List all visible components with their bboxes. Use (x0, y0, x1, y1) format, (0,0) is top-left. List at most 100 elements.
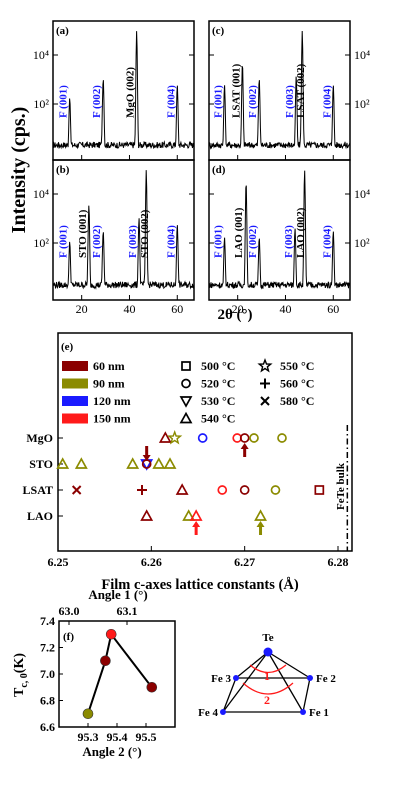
xrd-x-tick-label: 20 (76, 302, 88, 316)
lattice-data-point (197, 433, 208, 443)
lattice-x-tick-label: 6.28 (328, 555, 349, 569)
xrd-y-tick-label: 10² (33, 97, 49, 111)
xrd-trace (52, 31, 195, 150)
legend-temperature-marker (181, 361, 191, 371)
xrd-peak-label: F (002) (91, 85, 103, 118)
legend-temperature-label: 540 °C (201, 412, 235, 426)
tc-y-tick-label: 7.4 (40, 614, 55, 628)
tc-top-tick-label: 63.1 (117, 604, 138, 618)
xrd-peak-label: F (001) (58, 225, 70, 258)
legend-thickness-label: 120 nm (93, 394, 131, 408)
lattice-data-point (158, 431, 172, 443)
xrd-peak-label: F (003) (283, 225, 295, 258)
tc-x-tick-label: 95.3 (78, 730, 99, 744)
lattice-data-point (277, 433, 287, 443)
tc-top-tick-label: 63.0 (59, 604, 80, 618)
lattice-x-tick-label: 6.25 (48, 555, 69, 569)
lattice-data-point (239, 433, 250, 443)
legend-temperature-marker (260, 378, 270, 389)
legend-temperature-marker (179, 411, 193, 424)
legend-temperature-marker (257, 358, 273, 373)
legend-temperature-label: 530 °C (201, 394, 235, 408)
te-fe-bond (222, 651, 269, 713)
angle-1-label: 1 (264, 669, 270, 683)
legend-temperature-marker (260, 396, 270, 406)
te-fe-bond (267, 651, 311, 679)
xrd-peak-label: F (004) (165, 225, 177, 258)
legend-temperature-label: 580 °C (280, 394, 314, 408)
lattice-data-point (140, 509, 154, 521)
xrd-peak-label: F (004) (165, 85, 177, 118)
lattice-data-point (163, 457, 177, 469)
xrd-panel-tag: (a) (56, 25, 69, 37)
xrd-peak-label: F (001) (58, 85, 70, 118)
fe-fe-bond (222, 677, 237, 713)
xrd-x-tick-label: 20 (232, 302, 244, 316)
xrd-peak-label: F (002) (247, 225, 259, 258)
lattice-data-point (270, 485, 281, 495)
legend-swatch (62, 378, 88, 389)
tc-data-point (146, 681, 158, 693)
xrd-peak-label: MgO (002) (125, 67, 137, 118)
xrd-trace (208, 30, 351, 150)
tc-plot-frame (58, 620, 176, 728)
angle-1-arc (249, 664, 287, 674)
lattice-data-point (56, 457, 70, 469)
lattice-row-label: STO (29, 457, 53, 471)
xrd-peak-label: F (001) (213, 85, 225, 118)
lattice-data-point (175, 483, 189, 495)
xrd-y-tick-label: 10⁴ (354, 48, 370, 62)
xrd-panel-tag: (d) (212, 164, 226, 176)
legend-temperature-label: 500 °C (201, 359, 235, 373)
tc-panel: (f) Angle 1 (°) Angle 2 (°) Tc, 0(K) 6.6… (12, 587, 336, 759)
lattice-x-tick-label: 6.27 (234, 555, 255, 569)
xrd-panel-tag: (c) (212, 25, 225, 37)
legend-temperature-marker (179, 396, 193, 408)
xrd-y-tick-label: 10² (354, 236, 370, 250)
lattice-panel-tag: (e) (61, 341, 74, 353)
tc-y-tick-label: 7.0 (40, 667, 55, 681)
tc-x-tick-label: 95.4 (107, 730, 128, 744)
legend-temperature-marker (181, 378, 191, 389)
lattice-panel: (e) Film c-axes lattice constants (Å) Fe… (23, 332, 353, 593)
lattice-data-point (217, 485, 228, 495)
tc-data-point (100, 655, 111, 667)
lattice-data-point (314, 485, 325, 495)
legend-temperature-label: 560 °C (280, 377, 314, 391)
xrd-x-tick-label: 40 (279, 302, 291, 316)
tc-x-tick-label: 95.5 (136, 730, 157, 744)
xrd-peak-label: STO (001) (77, 209, 89, 258)
lattice-row-label: MgO (26, 431, 53, 445)
lattice-arrow-head (142, 455, 151, 461)
atom-node (307, 675, 313, 681)
xrd-y-tick-label: 10⁴ (33, 187, 49, 201)
tc-y-axis-label: Tc, 0(K) (12, 653, 30, 697)
lattice-row-label: LSAT (23, 483, 53, 497)
xrd-peak-label: F (003) (127, 225, 139, 258)
xrd-trace (208, 170, 351, 290)
atom-label: Fe 3 (211, 673, 231, 685)
xrd-x-axis-label: 2θ (°) (217, 307, 252, 323)
atom-label: Te (262, 632, 273, 644)
tc-top-axis-label: Angle 1 (°) (88, 587, 147, 602)
xrd-panel-frame (208, 159, 351, 301)
lattice-data-point (74, 457, 88, 469)
tc-series-line (87, 631, 153, 715)
xrd-trace (52, 170, 195, 290)
xrd-panel-frame (52, 159, 195, 301)
xrd-peak-label: LSAT (002) (295, 63, 307, 118)
xrd-panel-tag: (b) (56, 164, 70, 176)
xrd-y-axis-label: Intensity (cps.) (8, 107, 30, 234)
xrd-peak-label: STO (002) (139, 209, 151, 258)
lattice-arrow-head (256, 521, 265, 527)
atom-label: Fe 2 (316, 673, 336, 685)
lattice-data-point (254, 509, 267, 521)
lattice-row-label: LAO (27, 509, 53, 523)
lattice-data-point (249, 433, 259, 443)
xrd-peak-label: F (001) (213, 225, 225, 258)
legend-thickness-label: 90 nm (93, 377, 125, 391)
te-fe-bond (267, 651, 304, 713)
tc-y-tick-label: 7.2 (40, 641, 55, 655)
atom-node (263, 647, 273, 657)
